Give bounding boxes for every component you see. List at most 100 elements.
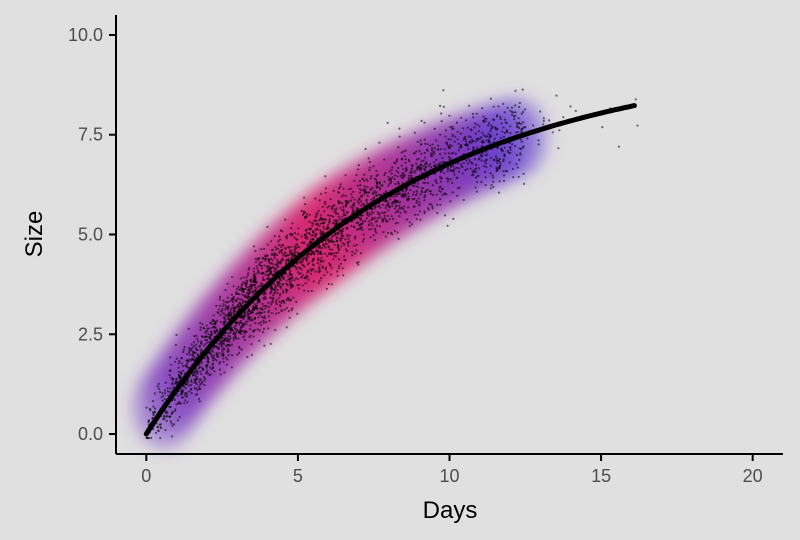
data-point [309,272,312,275]
data-point [370,207,373,210]
data-point [287,310,290,313]
data-point [281,291,284,294]
data-point [504,121,507,124]
data-point [336,237,339,240]
data-point [332,258,335,261]
data-point [246,274,249,277]
data-point [267,259,270,262]
data-point [503,131,506,135]
data-point [402,176,405,179]
data-point [190,392,193,395]
data-point [375,224,378,227]
data-point [277,265,280,268]
data-point [466,162,469,165]
data-point [413,131,416,134]
data-point [300,235,303,238]
data-point [319,232,322,235]
data-point [413,152,416,155]
data-point [510,106,514,109]
data-point [276,259,279,262]
data-point [252,280,255,283]
data-point [232,313,236,316]
data-point [437,144,440,147]
data-point [341,237,344,240]
data-point [275,248,278,251]
data-point [288,316,291,319]
data-point [532,124,535,127]
data-point [168,405,171,408]
data-point [476,146,479,149]
data-point [430,152,433,155]
data-point [357,224,361,227]
data-point [405,193,408,196]
x-tick-label: 5 [293,466,303,486]
data-point [246,280,249,283]
data-point [500,122,503,125]
data-point [414,194,418,197]
data-point [269,270,272,273]
data-point [374,216,377,219]
data-point [190,359,193,362]
data-point [442,89,445,92]
data-point [412,205,415,208]
data-point [378,225,381,228]
data-point [305,228,308,231]
data-point [370,175,373,178]
data-point [251,290,255,293]
data-point [449,168,452,172]
data-point [375,169,378,172]
data-point [617,145,621,148]
data-point [326,206,329,209]
data-point [393,199,396,202]
data-point [255,260,258,263]
data-point [334,232,337,235]
data-point [243,311,246,314]
data-point [329,198,332,201]
data-point [258,329,261,332]
data-point [270,257,273,260]
data-point [364,220,367,223]
data-point [186,366,189,369]
data-point [312,264,315,267]
data-point [347,200,350,203]
data-point [412,190,415,194]
data-point [481,131,484,134]
data-point [169,387,172,390]
data-point [487,139,490,142]
data-point [183,402,186,405]
x-tick-label: 20 [743,466,763,486]
data-point [368,160,371,164]
data-point [430,149,434,152]
data-point [384,235,387,238]
data-point [392,195,395,198]
data-point [336,274,339,277]
data-point [406,199,409,202]
data-point [402,168,405,171]
data-point [411,164,414,168]
data-point [421,186,424,190]
data-point [169,369,172,372]
data-point [497,146,500,149]
data-point [453,140,456,143]
data-point [413,197,416,201]
data-point [241,302,244,305]
data-point [320,277,323,280]
data-point [469,167,472,170]
data-point [481,155,484,158]
data-point [427,207,430,210]
data-point [434,163,437,167]
data-point [429,163,432,166]
data-point [249,311,252,314]
data-point [321,247,324,250]
data-point [242,294,246,297]
data-point [261,308,264,311]
data-point [236,303,240,306]
data-point [287,299,290,302]
data-point [330,267,333,270]
data-point [305,277,308,280]
data-point [499,136,502,140]
data-point [448,114,451,117]
data-point [251,319,254,322]
data-point [371,217,374,220]
data-point [353,209,356,212]
